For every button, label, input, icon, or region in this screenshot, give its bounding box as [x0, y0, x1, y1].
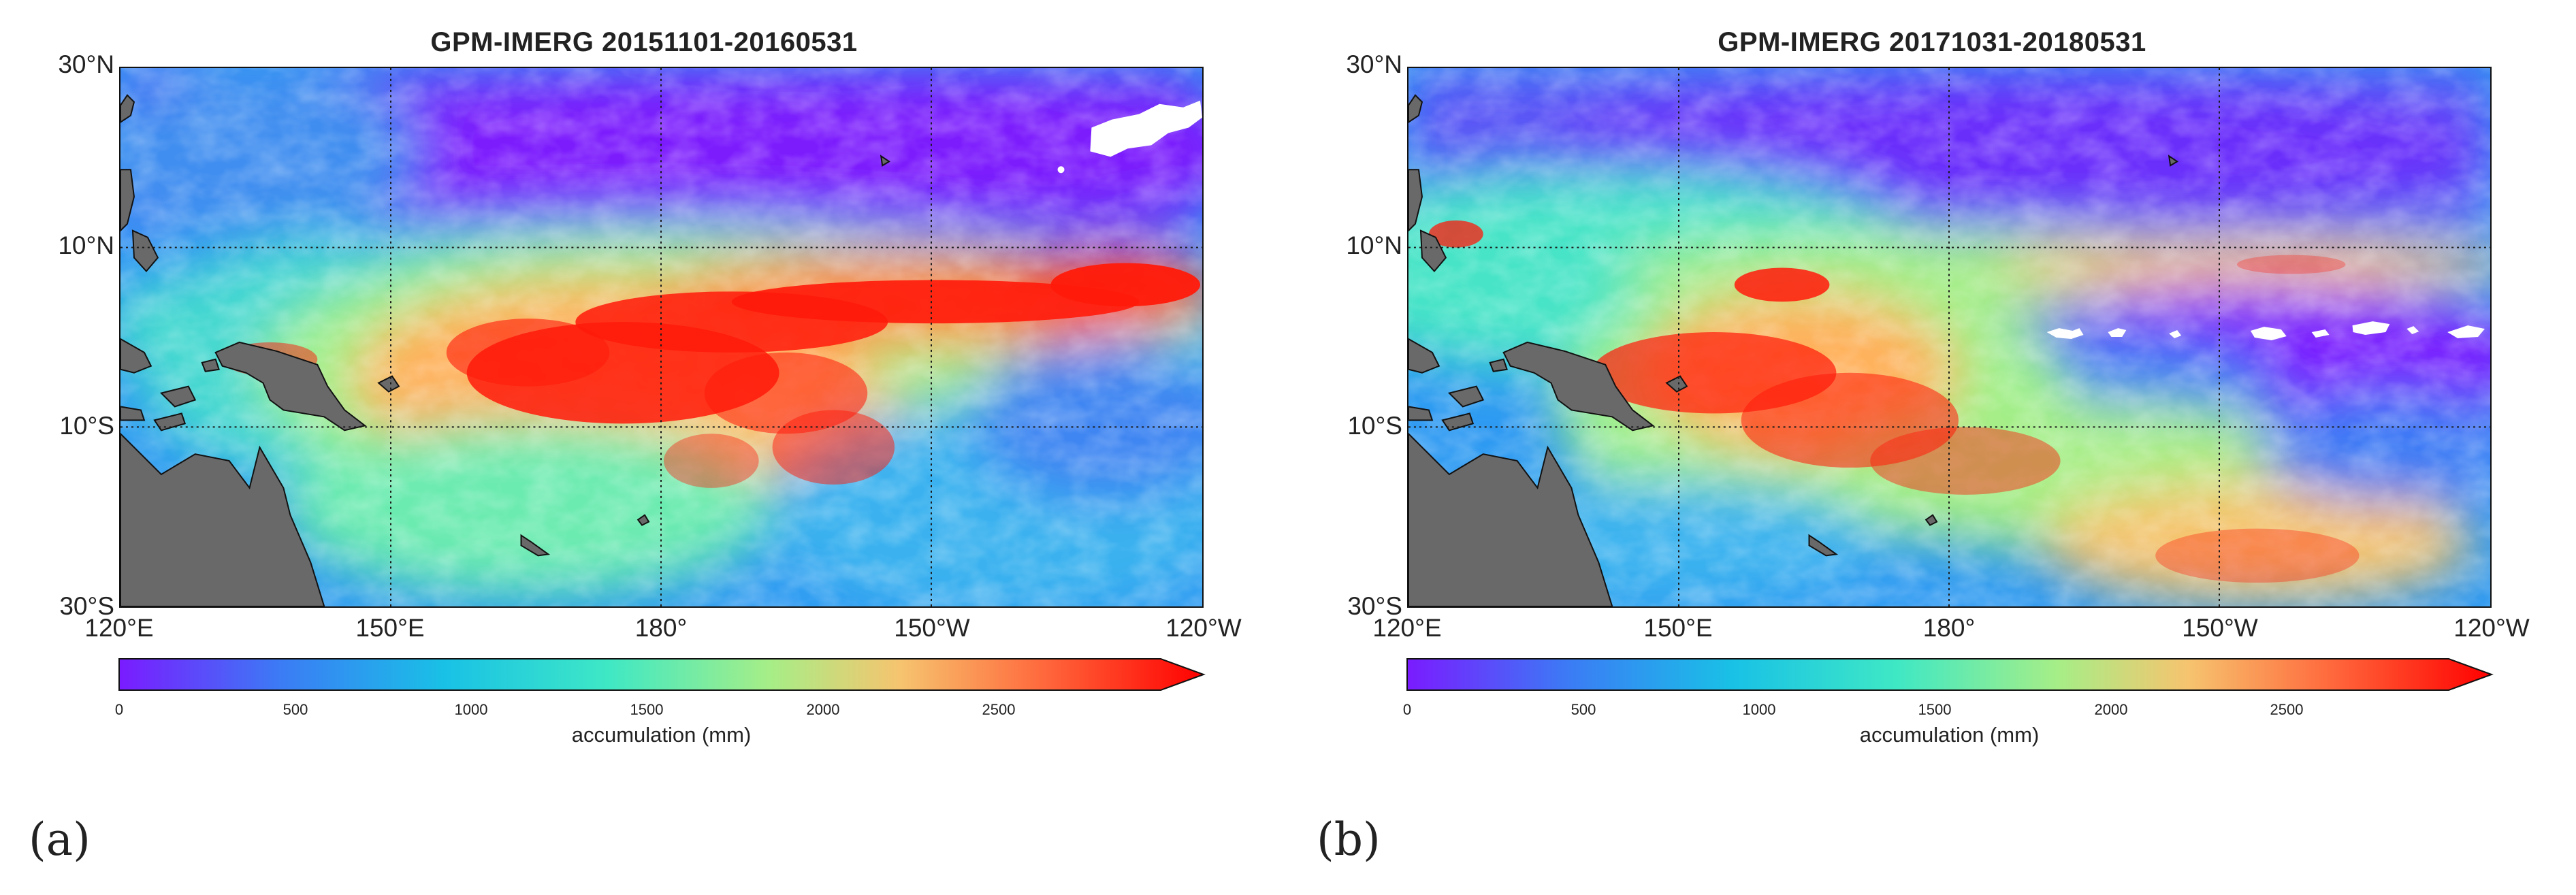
precipitation-map: [119, 67, 1204, 608]
lon-label-120w: 120°W: [2453, 614, 2530, 642]
colorbar-tick-1000: 1000: [454, 701, 488, 718]
lon-label-150w: 150°W: [2182, 614, 2258, 642]
precipitation-map: [1407, 67, 2492, 608]
lat-label-30s: 30°S: [1347, 592, 1402, 620]
colorbar-tick-1500: 1500: [630, 701, 664, 718]
lon-label-120e: 120°E: [1372, 614, 1442, 642]
colorbar-gradient: [1406, 658, 2494, 691]
high-precip-band: [1428, 220, 2360, 583]
colorbar-tick-2500: 2500: [2270, 701, 2304, 718]
no-data-patches: [1057, 100, 1202, 174]
panel-title: GPM-IMERG 20151101-20160531: [430, 27, 858, 57]
colorbar: [118, 658, 1206, 691]
colorbar-tick-2000: 2000: [806, 701, 840, 718]
colorbar: [1406, 658, 2494, 691]
colorbar-tick-500: 500: [1571, 701, 1596, 718]
lat-label-10s: 10°S: [59, 412, 114, 440]
panel-b: GPM-IMERG 20171031-20180531 30°N 10°N 10…: [1288, 0, 2576, 895]
panel-title: GPM-IMERG 20171031-20180531: [1718, 27, 2146, 57]
graticule: [1408, 68, 2490, 606]
colorbar-tick-0: 0: [114, 701, 124, 718]
lon-label-120w: 120°W: [1165, 614, 1242, 642]
no-data-patches: [2046, 321, 2485, 340]
land-masses: [120, 94, 891, 606]
lat-label-10s: 10°S: [1347, 412, 1402, 440]
lon-label-150e: 150°E: [1643, 614, 1713, 642]
lat-label-10n: 10°N: [58, 231, 114, 259]
panel-a: GPM-IMERG 20151101-20160531 30°N 10°N 10…: [29, 27, 1242, 866]
lat-label-10n: 10°N: [1346, 231, 1402, 259]
lat-label-30s: 30°S: [59, 592, 114, 620]
lon-label-150e: 150°E: [355, 614, 425, 642]
colorbar-tick-1000: 1000: [1742, 701, 1776, 718]
colorbar-gradient: [118, 658, 1206, 691]
colorbar-tick-2500: 2500: [982, 701, 1016, 718]
panel-label: (b): [1317, 813, 1381, 866]
colorbar-title: accumulation (mm): [1859, 723, 2040, 747]
colorbar-tick-1500: 1500: [1918, 701, 1952, 718]
colorbar-tick-2000: 2000: [2094, 701, 2128, 718]
land-masses: [1408, 94, 2179, 606]
graticule: [120, 68, 1202, 606]
colorbar-tick-500: 500: [283, 701, 308, 718]
lon-label-180: 180°: [1922, 614, 1976, 642]
colorbar-title: accumulation (mm): [571, 723, 752, 747]
lon-label-120e: 120°E: [84, 614, 154, 642]
lat-label-30n: 30°N: [58, 50, 114, 78]
colorbar-tick-0: 0: [1402, 701, 1412, 718]
lat-label-30n: 30°N: [1346, 50, 1402, 78]
lon-label-150w: 150°W: [894, 614, 970, 642]
panel-label: (a): [29, 813, 91, 866]
lon-label-180: 180°: [634, 614, 688, 642]
